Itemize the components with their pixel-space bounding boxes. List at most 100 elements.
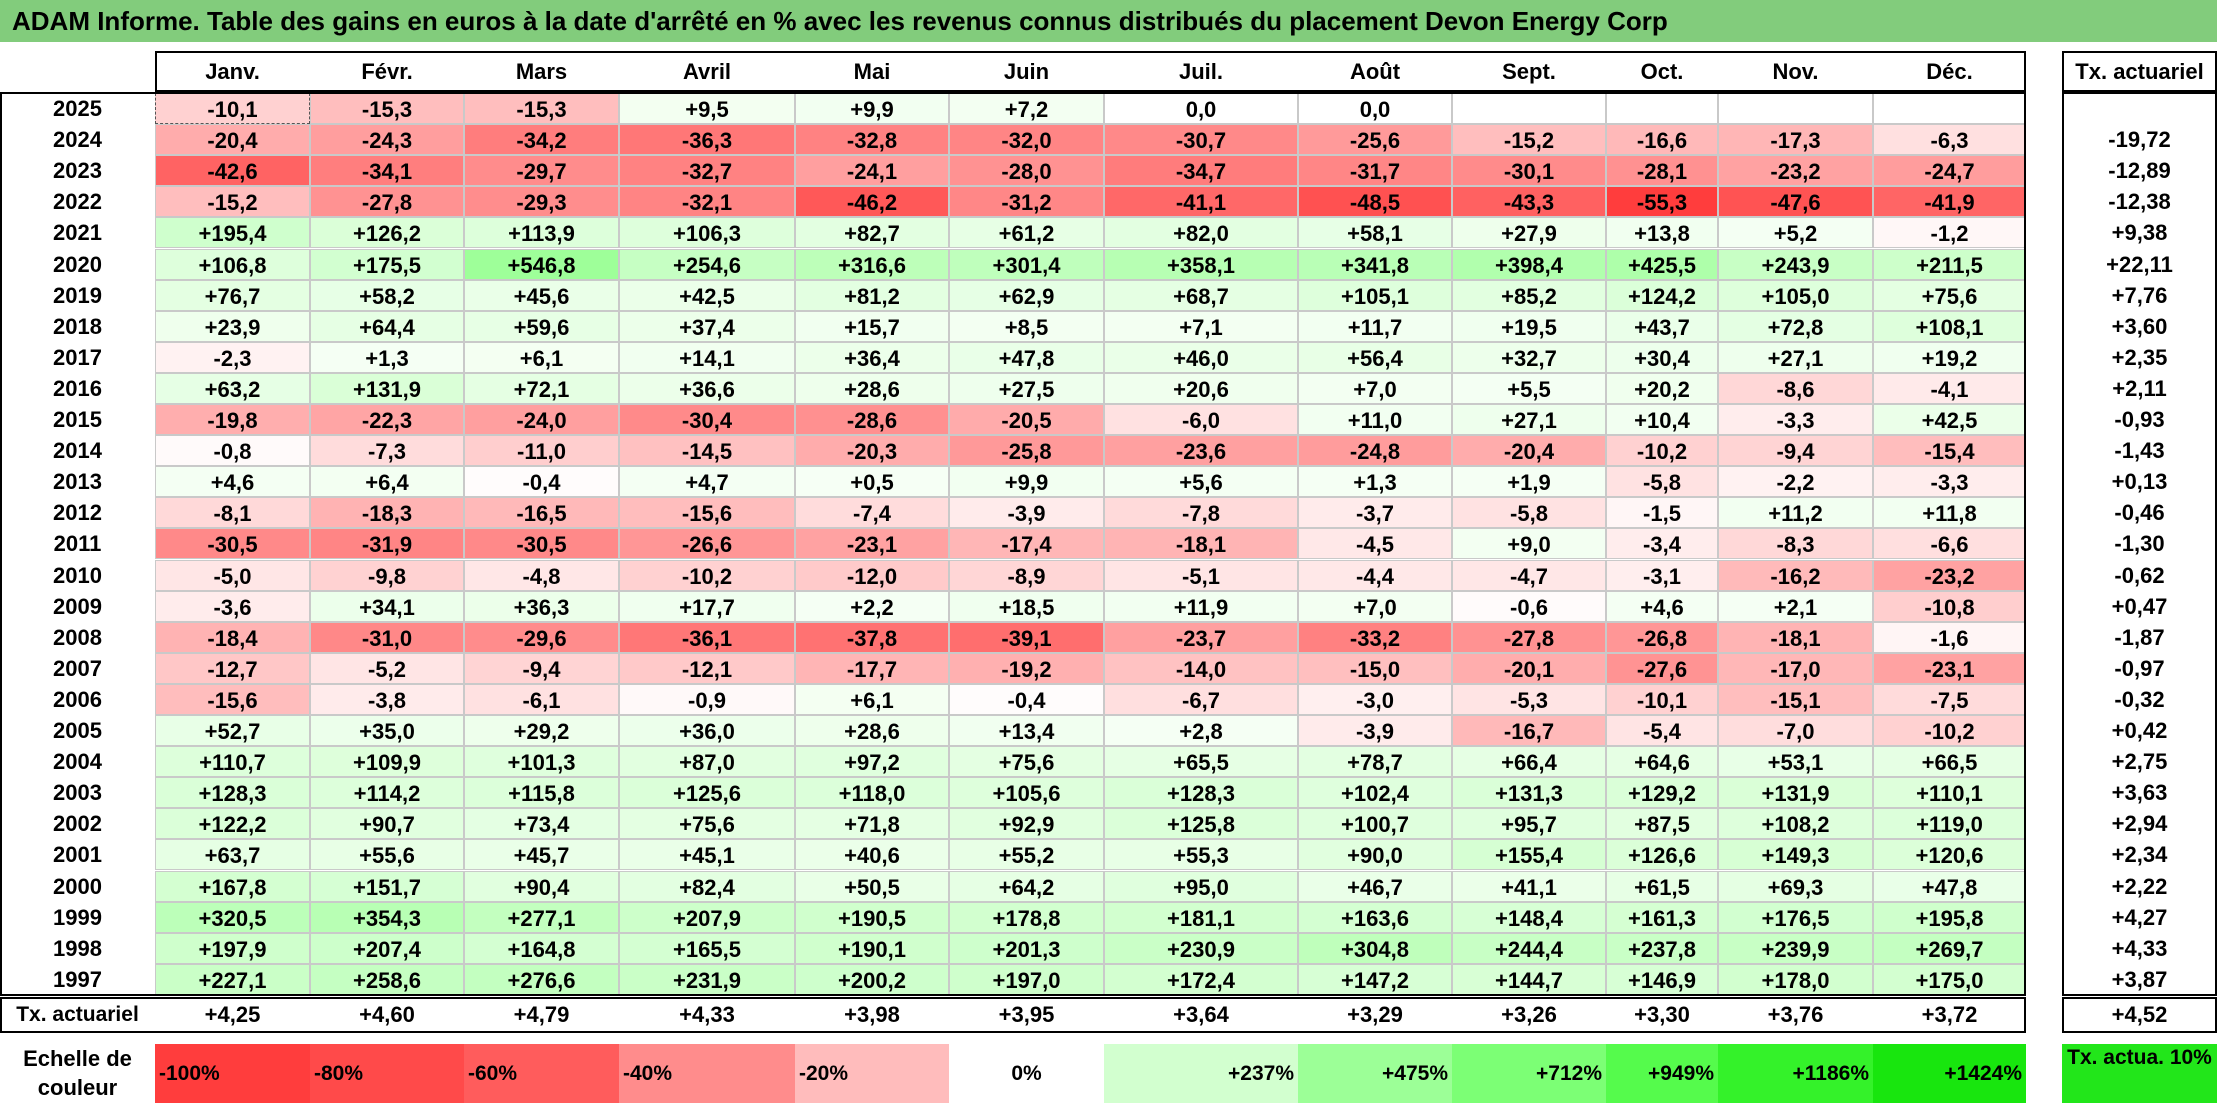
heatmap-cell: -30,7 — [1104, 124, 1298, 156]
heatmap-cell: +161,3 — [1606, 901, 1718, 933]
heatmap-cell: +125,8 — [1104, 808, 1298, 840]
heatmap-cell: -30,1 — [1452, 155, 1606, 187]
row-year-label: 2015 — [53, 407, 102, 432]
heatmap-cell: +19,5 — [1452, 310, 1606, 342]
heatmap-cell: +276,6 — [464, 963, 619, 995]
heatmap-cell: -15,3 — [310, 93, 464, 125]
heatmap-cell: +61,2 — [949, 217, 1104, 249]
heatmap-cell: +53,1 — [1718, 746, 1873, 778]
row-rate-value: +3,87 — [2111, 966, 2168, 992]
heatmap-cell: -30,5 — [464, 528, 619, 560]
heatmap-cell: +87,0 — [619, 746, 795, 778]
heatmap-cell: +2,8 — [1104, 715, 1298, 747]
heatmap-cell: +254,6 — [619, 248, 795, 280]
heatmap-cell: +58,1 — [1298, 217, 1452, 249]
summary-cell: +3,64 — [1173, 1001, 1229, 1027]
heatmap-cell: +258,6 — [310, 963, 464, 995]
heatmap-cell: +68,7 — [1104, 279, 1298, 311]
heatmap-cell: +230,9 — [1104, 932, 1298, 964]
heatmap-cell: -5,8 — [1606, 466, 1718, 498]
heatmap-cell: +5,2 — [1718, 217, 1873, 249]
heatmap-cell: +36,6 — [619, 372, 795, 404]
heatmap-cell: +18,5 — [949, 590, 1104, 622]
row-year-label: 2007 — [53, 655, 102, 681]
row-rate-value: +22,11 — [2106, 251, 2173, 277]
row-rate-value: -12,38 — [2108, 189, 2171, 215]
heatmap-cell: +237,8 — [1606, 932, 1718, 964]
heatmap-cell: +55,2 — [949, 839, 1104, 871]
heatmap-cell: -15,2 — [1452, 124, 1606, 156]
heatmap-cell: +7,2 — [949, 93, 1104, 125]
heatmap-cell: -17,7 — [795, 652, 949, 684]
heatmap-cell: -3,9 — [1298, 715, 1452, 747]
heatmap-cell: -6,0 — [1104, 404, 1298, 436]
heatmap-cell: +197,0 — [949, 963, 1104, 995]
heatmap-cell: -26,8 — [1606, 621, 1718, 653]
heatmap-cell: -16,5 — [464, 497, 619, 529]
heatmap-cell: +163,6 — [1298, 901, 1452, 933]
heatmap-cell: +58,2 — [310, 279, 464, 311]
row-year-label: 2012 — [53, 500, 102, 526]
heatmap-cell: -26,6 — [619, 528, 795, 560]
heatmap-cell: -20,4 — [155, 124, 310, 156]
heatmap-cell: -24,3 — [310, 124, 464, 156]
summary-cell: +3,95 — [998, 1001, 1055, 1027]
row-rate-value: +2,35 — [2111, 344, 2168, 370]
row-rate-value: +7,76 — [2111, 282, 2168, 308]
heatmap-cell: -16,2 — [1718, 559, 1873, 591]
row-year-label: 2002 — [53, 811, 102, 837]
column-header: Mars — [515, 59, 568, 84]
heatmap-cell: +75,6 — [619, 808, 795, 840]
heatmap-cell: -23,2 — [1718, 155, 1873, 187]
page-title: ADAM Informe. Table des gains en euros à… — [0, 0, 2217, 42]
heatmap-cell: -17,0 — [1718, 652, 1873, 684]
rate-column-header: Tx. actuariel — [2075, 59, 2204, 84]
heatmap-cell: +92,9 — [949, 808, 1104, 840]
row-rate-value: +0,13 — [2111, 469, 2168, 495]
heatmap-cell: -46,2 — [795, 186, 949, 218]
row-rate-value: -19,72 — [2108, 127, 2171, 153]
heatmap-cell: +5,6 — [1104, 466, 1298, 498]
heatmap-cell: -10,2 — [1606, 435, 1718, 467]
heatmap-cell: -17,3 — [1718, 124, 1873, 156]
heatmap-cell: -33,2 — [1298, 621, 1452, 653]
row-rate-value: +4,27 — [2111, 904, 2168, 930]
heatmap-cell: -15,3 — [464, 93, 619, 125]
heatmap-cell: -0,4 — [949, 683, 1104, 715]
heatmap-cell: +131,3 — [1452, 777, 1606, 809]
heatmap-cell: +120,6 — [1873, 839, 2026, 871]
heatmap-cell: -15,6 — [619, 497, 795, 529]
heatmap-cell: -41,9 — [1873, 186, 2026, 218]
heatmap-cell: -7,0 — [1718, 715, 1873, 747]
heatmap-cell: -7,3 — [310, 435, 464, 467]
heatmap-cell: +425,5 — [1606, 248, 1718, 280]
heatmap-cell: -3,3 — [1873, 466, 2026, 498]
heatmap-cell: +190,5 — [795, 901, 949, 933]
heatmap-cell: -14,5 — [619, 435, 795, 467]
heatmap-cell: -2,2 — [1718, 466, 1873, 498]
heatmap-cell: -32,8 — [795, 124, 949, 156]
heatmap-cell: +64,6 — [1606, 746, 1718, 778]
color-scale-step: +475% — [1298, 1044, 1452, 1103]
heatmap-cell: -3,4 — [1606, 528, 1718, 560]
row-rate-value: +9,38 — [2111, 220, 2168, 246]
heatmap-cell: +75,6 — [1873, 279, 2026, 311]
heatmap-cell: -31,9 — [310, 528, 464, 560]
heatmap-cell: +181,1 — [1104, 901, 1298, 933]
heatmap-cell: -10,2 — [619, 559, 795, 591]
row-year-label: 2019 — [53, 282, 102, 308]
heatmap-cell: +15,7 — [795, 310, 949, 342]
heatmap-cell: +146,9 — [1606, 963, 1718, 995]
heatmap-cell: -28,1 — [1606, 155, 1718, 187]
heatmap-cell: 0,0 — [1298, 93, 1452, 125]
summary-cell: +4,79 — [513, 1001, 570, 1027]
heatmap-cell: +358,1 — [1104, 248, 1298, 280]
heatmap-cell: -39,1 — [949, 621, 1104, 653]
heatmap-cell: -43,3 — [1452, 186, 1606, 218]
heatmap-cell: +23,9 — [155, 310, 310, 342]
heatmap-cell: +113,9 — [464, 217, 619, 249]
heatmap-cell: -20,3 — [795, 435, 949, 467]
heatmap-cell: +17,7 — [619, 590, 795, 622]
row-year-label: 1999 — [53, 904, 102, 930]
heatmap-cell: +27,9 — [1452, 217, 1606, 249]
